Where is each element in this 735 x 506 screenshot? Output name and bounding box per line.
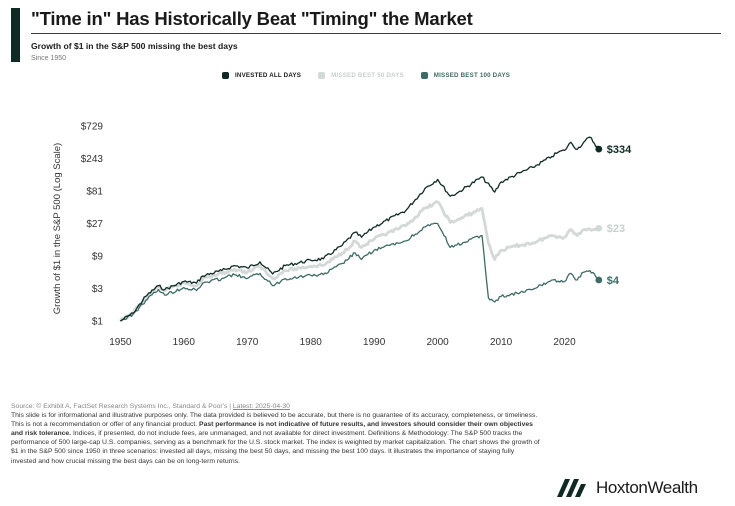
y-tick-label: $1	[92, 317, 104, 328]
y-tick-label: $9	[92, 252, 104, 263]
brand-logo: HoxtonWealth	[556, 477, 698, 499]
legend-swatch-missed-100	[420, 72, 428, 79]
accent-bar	[11, 8, 20, 62]
x-tick-label: 2000	[427, 337, 450, 348]
hw-logo-icon	[557, 479, 586, 497]
series-invested-all-days	[119, 136, 600, 322]
x-tick-label: 2020	[553, 337, 576, 348]
legend-item-missed-100: MISSED BEST 100 DAYS	[420, 72, 511, 79]
legend-item-missed-50: MISSED BEST 50 DAYS	[318, 72, 404, 79]
since-label: Since 1950	[31, 55, 67, 62]
disclaimer-bold: Past performance is not indicative of fu…	[11, 421, 533, 438]
x-tick-label: 1950	[109, 337, 132, 348]
legend-item-invested: INVESTED ALL DAYS	[222, 72, 301, 79]
chart-subtitle: Growth of $1 in the S&P 500 missing the …	[31, 41, 238, 51]
y-tick-label: $243	[81, 154, 104, 165]
y-tick-label: $81	[86, 187, 103, 198]
series-missed-best-100	[120, 222, 600, 322]
source-line: Source: © Exhibit A, FactSet Research Sy…	[11, 402, 541, 411]
source-text: Source: © Exhibit A, FactSet Research Sy…	[11, 403, 232, 410]
brand-name: HoxtonWealth	[596, 478, 698, 497]
series-missed-best-100-end-label: $4	[607, 275, 620, 287]
title-divider	[31, 33, 721, 34]
y-axis-label: Growth of $1 in the S&P 500 (Log Scale)	[52, 143, 63, 314]
source-latest-link[interactable]: Latest: 2025-04-30	[232, 403, 290, 410]
y-tick-label: $3	[92, 284, 104, 295]
series-missed-best-100-end-point	[595, 276, 603, 284]
disclaimer-text: This slide is for informational and illu…	[11, 411, 541, 466]
line-chart: $1 $3 $9 $27 $81 $243 $729 1950 1960 1970 1980 1990…	[52, 122, 632, 349]
legend-swatch-invested	[222, 72, 229, 79]
x-tick-label: 1980	[300, 337, 323, 348]
y-tick-label: $729	[81, 122, 104, 133]
x-tick-label: 2010	[490, 337, 513, 348]
x-tick-label: 1970	[236, 337, 259, 348]
legend-swatch-missed-50	[318, 72, 326, 79]
legend-label-missed-50: MISSED BEST 50 DAYS	[331, 72, 404, 79]
y-tick-label: $27	[86, 219, 103, 230]
series-invested-all-days-end-label: $334	[607, 144, 632, 156]
page-title: "Time in" Has Historically Beat "Timing"…	[31, 8, 473, 29]
legend-label-missed-100: MISSED BEST 100 DAYS	[433, 72, 511, 79]
disclaimer-part-2: Indices, if presented, do not include fe…	[11, 430, 540, 465]
series-missed-best-50	[119, 200, 600, 322]
series-missed-best-50-end-label: $23	[607, 223, 625, 235]
series-invested-all-days-end-point	[595, 145, 603, 153]
disclaimer-part-1: This slide is for informational and illu…	[11, 412, 538, 429]
x-tick-label: 1960	[173, 337, 196, 348]
legend-label-invested: INVESTED ALL DAYS	[235, 72, 302, 79]
series-missed-best-50-end-point	[595, 224, 603, 232]
chart-legend: INVESTED ALL DAYS MISSED BEST 50 DAYS MI…	[222, 72, 527, 79]
x-tick-label: 1990	[363, 337, 386, 348]
footer-disclaimer: Source: © Exhibit A, FactSet Research Sy…	[11, 402, 541, 466]
